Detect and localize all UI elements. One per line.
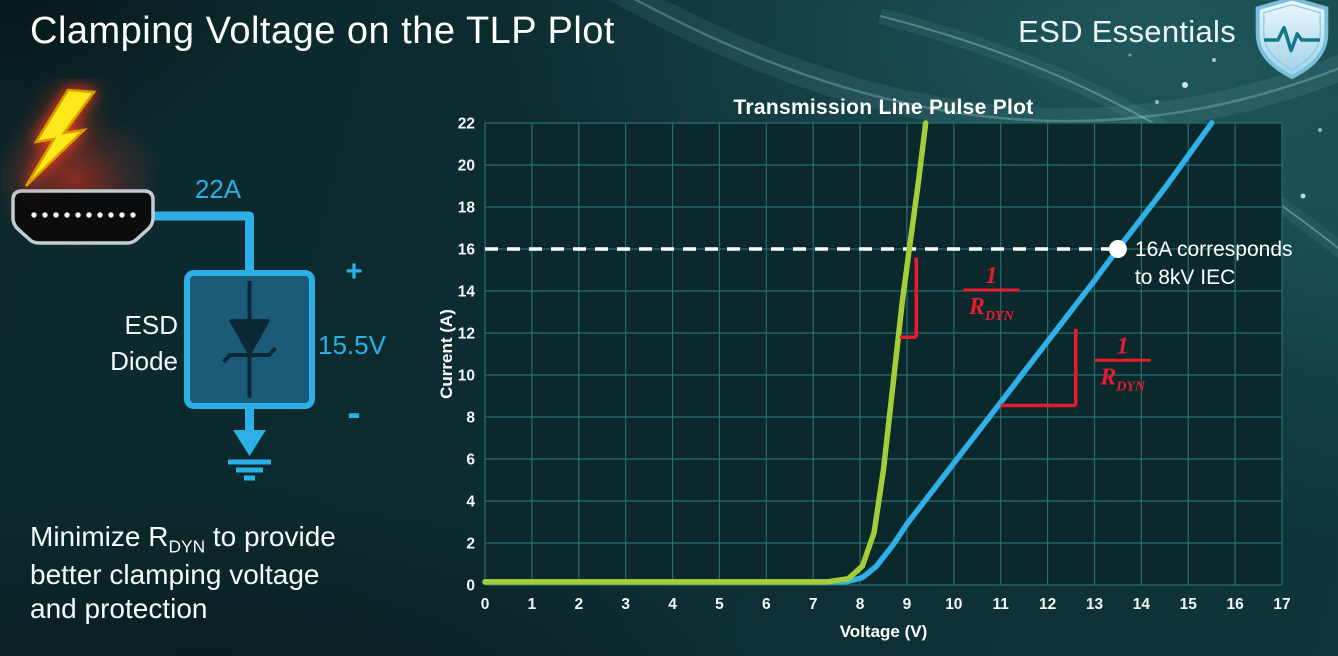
note-line1-suffix: to provide — [205, 521, 336, 552]
rdyn-fraction-numerator: 1 — [1117, 333, 1129, 359]
x-tick-label: 9 — [903, 596, 912, 613]
y-tick-label: 22 — [458, 116, 475, 133]
y-axis-label: Current (A) — [438, 309, 456, 399]
x-tick-label: 13 — [1086, 596, 1104, 613]
y-tick-label: 14 — [458, 284, 476, 301]
note-line-1: Minimize RDYN to provide — [30, 520, 450, 558]
y-tick-label: 16 — [458, 242, 476, 259]
zener-diode-symbol — [222, 281, 277, 398]
surge-wire — [152, 211, 254, 278]
y-tick-label: 6 — [466, 452, 475, 469]
y-tick-label: 8 — [466, 410, 475, 427]
x-tick-label: 5 — [715, 596, 724, 613]
rdyn-fraction-numerator: 1 — [985, 263, 997, 289]
y-tick-label: 20 — [458, 158, 475, 175]
threshold-label-line-1: 16A corresponds — [1135, 238, 1293, 261]
y-tick-label: 10 — [458, 368, 475, 385]
x-tick-label: 12 — [1039, 596, 1056, 613]
x-tick-label: 0 — [481, 596, 490, 613]
pulse-line-icon — [1263, 25, 1321, 53]
brand: ESD Essentials — [1018, 0, 1332, 84]
surge-current-label: 22A — [195, 174, 242, 204]
takeaway-note: Minimize RDYN to provide better clamping… — [30, 520, 450, 626]
x-tick-label: 6 — [762, 596, 771, 613]
x-tick-label: 4 — [668, 596, 677, 613]
note-line-2: better clamping voltage — [30, 558, 320, 590]
x-tick-label: 14 — [1133, 596, 1151, 613]
x-tick-label: 10 — [945, 596, 962, 613]
x-axis-label: Voltage (V) — [840, 622, 928, 641]
ground-symbol — [228, 406, 271, 481]
x-tick-label: 17 — [1273, 596, 1290, 613]
tlp-chart: 1 RDYN 1 RDYN 16A corresponds to 8kV IEC 0 1 2 3 4… — [437, 94, 1338, 656]
series-low-rdyn-green — [482, 120, 929, 585]
note-line1-prefix: Minimize R — [30, 521, 169, 552]
x-tick-label: 15 — [1180, 596, 1198, 613]
rdyn-fraction-denominator: RDYN — [1099, 364, 1146, 394]
note-rdyn-subscript: DYN — [168, 536, 206, 557]
clamping-voltage-label: 15.5V — [318, 330, 387, 360]
device-label-line1: ESD — [125, 310, 178, 340]
x-tick-label: 3 — [621, 596, 630, 613]
lightning-bolt-icon — [24, 88, 97, 187]
x-tick-label: 11 — [993, 596, 1010, 613]
hdmi-connector-icon — [11, 189, 155, 245]
x-tick-label: 7 — [809, 596, 818, 613]
rdyn-fraction-denominator: RDYN — [968, 294, 1015, 324]
y-tick-label: 0 — [466, 578, 475, 595]
plus-sign: + — [345, 255, 363, 288]
threshold-marker-dot — [1108, 240, 1127, 258]
y-tick-label: 4 — [466, 494, 475, 511]
shield-pulse-icon — [1255, 0, 1329, 80]
chart-title: Transmission Line Pulse Plot — [733, 96, 1033, 119]
esd-circuit-diagram: 22A ESD Diode + 15.5V - — [2, 88, 387, 481]
minus-sign: - — [347, 391, 360, 435]
note-line-3: and protection — [30, 592, 208, 624]
brand-text: ESD Essentials — [1018, 14, 1236, 49]
threshold-label-line-2: to 8kV IEC — [1135, 266, 1235, 289]
y-tick-label: 12 — [458, 326, 475, 343]
plot-background — [485, 123, 1282, 585]
x-tick-label: 8 — [856, 596, 865, 613]
x-tick-label: 2 — [574, 596, 583, 613]
x-tick-label: 16 — [1226, 596, 1244, 613]
device-label-line2: Diode — [110, 346, 178, 376]
connector-pins — [31, 212, 136, 218]
y-tick-label: 2 — [466, 536, 475, 553]
y-tick-label: 18 — [458, 200, 476, 217]
page-title: Clamping Voltage on the TLP Plot — [30, 10, 615, 52]
x-tick-label: 1 — [528, 596, 537, 613]
